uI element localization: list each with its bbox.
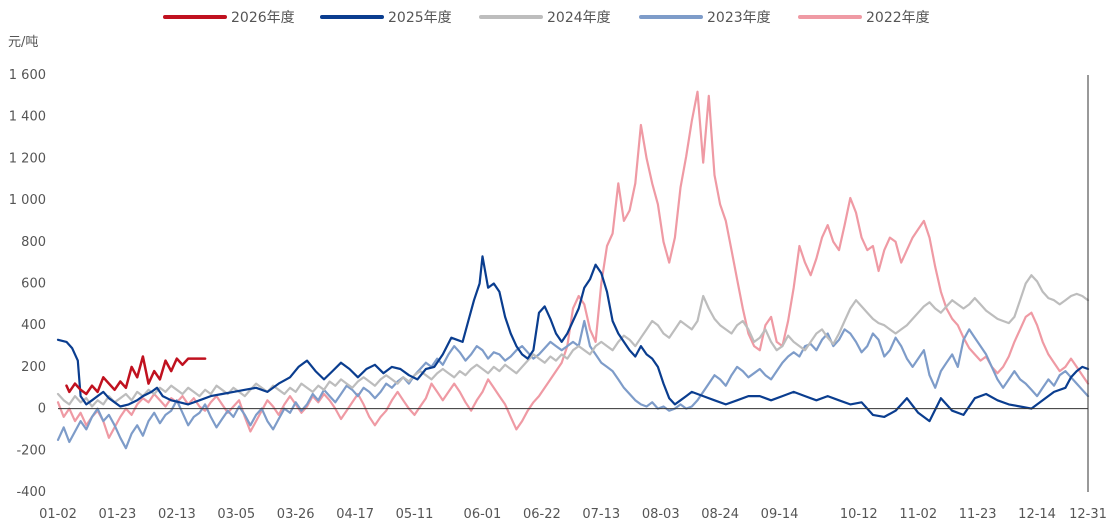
y-axis-unit-label: 元/吨 [8,35,38,50]
x-axis-ticks: 01-02 01-23 02-13 03-05 03-26 04-17 05-11 06-01… [39,507,1107,522]
x-tick-label: 08-03 [642,507,680,522]
legend-label: 2024年度 [547,10,611,26]
x-tick-label: 11-02 [899,507,937,522]
y-tick-label: 800 [21,235,46,250]
y-tick-label: 200 [21,360,46,375]
series-line-2025年度 [56,255,1090,423]
y-tick-label: -400 [16,485,46,500]
x-tick-label: 05-11 [396,507,434,522]
x-tick-label: 03-26 [277,507,315,522]
legend-label: 2023年度 [707,10,771,26]
x-tick-label: 08-24 [701,507,739,522]
x-tick-label: 12-14 [1018,507,1056,522]
y-tick-label: 0 [38,402,46,417]
y-tick-label: 600 [21,277,46,292]
x-tick-label: 04-17 [336,507,374,522]
x-tick-label: 02-13 [158,507,196,522]
y-tick-label: 400 [21,318,46,333]
legend: 2026年度 2025年度 2024年度 2023年度 2022年度 [163,10,930,26]
y-tick-label: 1 400 [9,110,46,125]
y-tick-label: 1 000 [9,193,46,208]
x-tick-label: 01-23 [99,507,137,522]
x-tick-label: 06-22 [523,507,561,522]
x-tick-label: 12-31 [1069,507,1107,522]
y-axis-ticks: -400 -200 0 200 400 600 800 1 000 1 200 1 400 1 60… [9,68,46,500]
series-group [56,90,1090,450]
legend-label: 2025年度 [388,10,452,26]
y-tick-label: 1 600 [9,68,46,83]
x-tick-label: 09-14 [761,507,799,522]
x-tick-label: 03-05 [217,507,255,522]
series-line-2022年度 [56,90,1090,439]
series-line-2026年度 [65,355,207,396]
x-tick-label: 07-13 [582,507,620,522]
legend-label: 2022年度 [866,10,930,26]
legend-label: 2026年度 [231,10,295,26]
y-tick-label: -200 [16,443,46,458]
x-tick-label: 06-01 [464,507,502,522]
y-tick-label: 1 200 [9,151,46,166]
x-tick-label: 01-02 [39,507,77,522]
series-line-2023年度 [56,319,1090,450]
x-tick-label: 10-12 [840,507,878,522]
x-tick-label: 11-23 [959,507,997,522]
